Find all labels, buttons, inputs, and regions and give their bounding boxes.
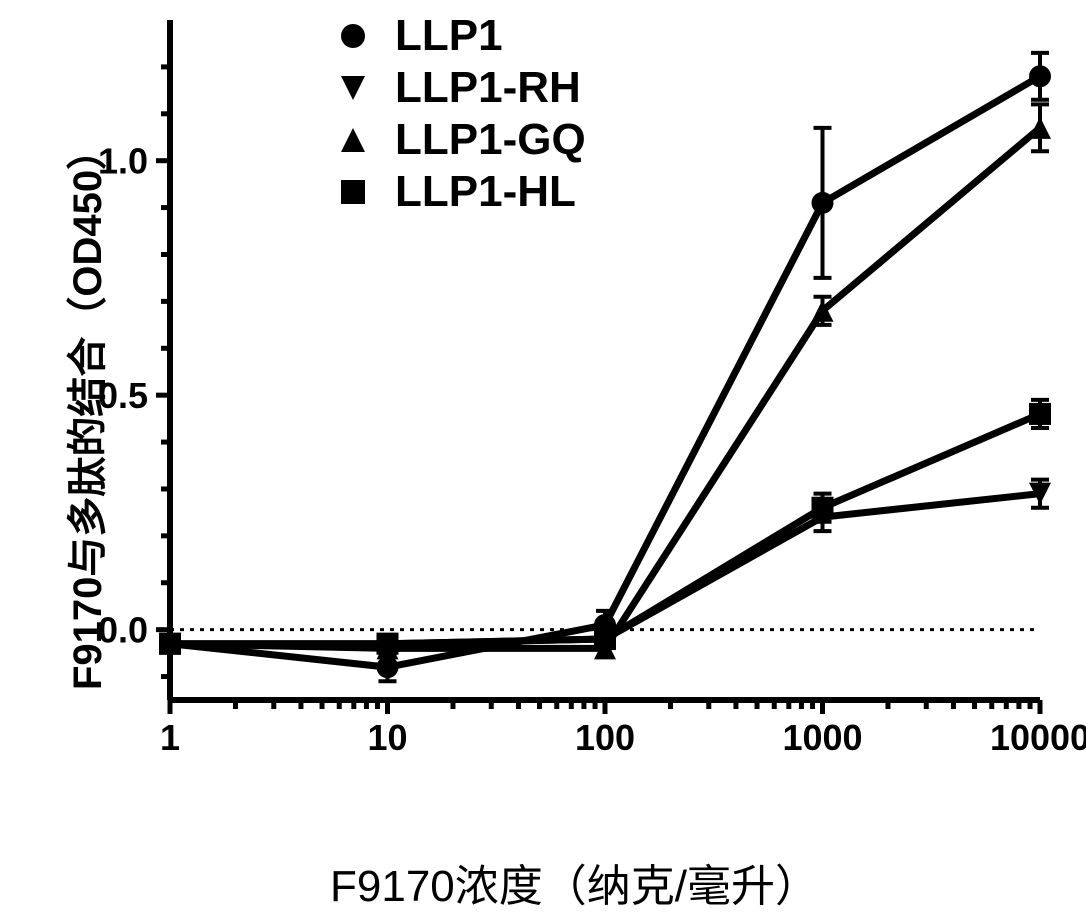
x-axis-title: F9170浓度（纳克/毫升） [330,850,819,914]
svg-text:LLP1-GQ: LLP1-GQ [395,115,586,164]
y-axis-title: F9170与多肽的结合（OD450） [55,130,113,690]
svg-text:LLP1: LLP1 [395,11,503,60]
svg-text:LLP1-HL: LLP1-HL [395,167,576,216]
svg-text:10000: 10000 [990,717,1086,758]
svg-text:1000: 1000 [782,717,862,758]
chart-svg: 0.00.51.0110100100010000LLP1LLP1-RHLLP1-… [0,0,1086,920]
svg-text:1: 1 [160,717,180,758]
svg-text:10: 10 [367,717,407,758]
chart-container: F9170与多肽的结合（OD450） F9170浓度（纳克/毫升） 0.00.5… [0,0,1086,920]
svg-text:100: 100 [575,717,635,758]
svg-text:LLP1-RH: LLP1-RH [395,63,581,112]
